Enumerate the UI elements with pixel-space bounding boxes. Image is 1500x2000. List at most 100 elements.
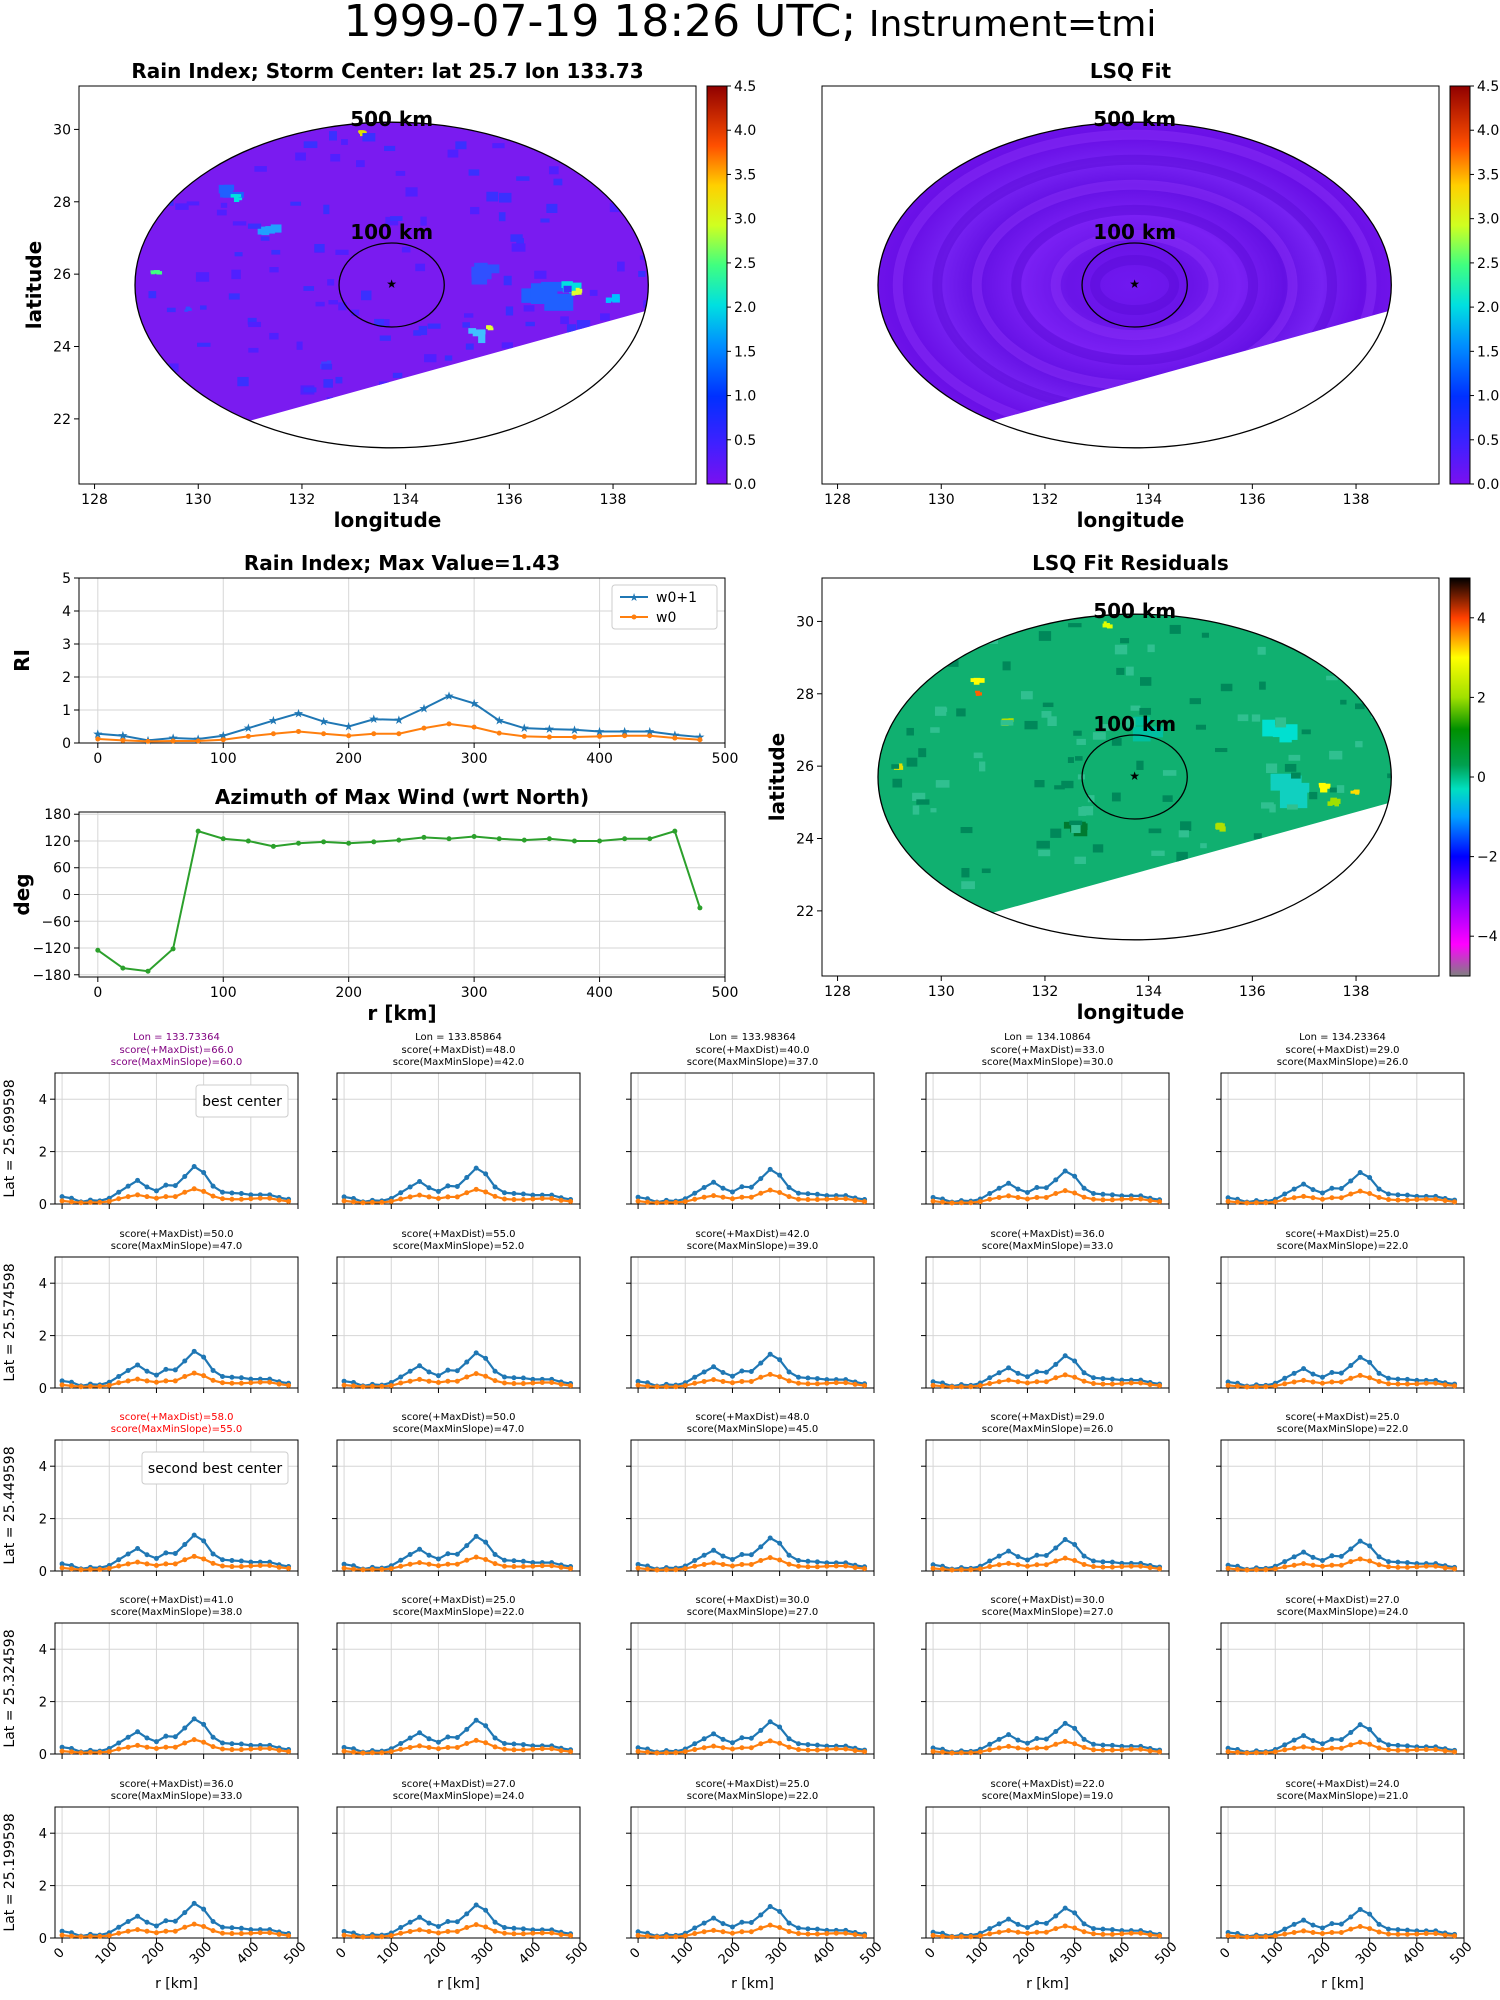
data-point bbox=[360, 1750, 366, 1756]
data-point bbox=[1024, 1563, 1030, 1569]
data-point bbox=[1414, 1931, 1420, 1937]
center-cell-r4-c4: 0 100 200 300 400 500score(+MaxDist)=24.0scor… bbox=[1216, 1779, 1476, 1992]
data-point bbox=[106, 1933, 112, 1939]
data-point bbox=[1244, 1750, 1250, 1756]
rain-index-map-texture-pixel bbox=[395, 409, 402, 420]
lsq-residuals-map-texture-pixel bbox=[1175, 905, 1186, 915]
data-point bbox=[1147, 1932, 1153, 1938]
data-point bbox=[191, 1737, 197, 1743]
data-point bbox=[492, 1368, 498, 1374]
lsq-residuals-map-texture-pixel bbox=[1274, 842, 1285, 849]
data-point bbox=[210, 1560, 216, 1566]
lsq-residuals-map-rain-patch bbox=[898, 763, 903, 768]
annotation-second-best-center: second best center bbox=[148, 1461, 282, 1477]
rain-index-map-cbar-label: 4.5 bbox=[734, 79, 756, 95]
rain-index-map-texture-pixel bbox=[148, 291, 157, 299]
xtick-label: 200 bbox=[716, 1939, 744, 1967]
rain-index-map-xtick-label: 132 bbox=[289, 492, 316, 508]
data-point bbox=[360, 1567, 366, 1573]
data-point bbox=[645, 1749, 651, 1755]
data-point bbox=[145, 738, 151, 744]
rain-index-map-rain-patch bbox=[270, 224, 282, 233]
data-point bbox=[673, 1384, 679, 1390]
data-point bbox=[1053, 1558, 1059, 1564]
data-point bbox=[1147, 1198, 1153, 1204]
data-point bbox=[1081, 1185, 1087, 1191]
data-point bbox=[445, 1561, 451, 1567]
ytick-label: 5 bbox=[62, 571, 71, 587]
data-point bbox=[59, 1382, 65, 1388]
data-point bbox=[729, 1189, 735, 1195]
figure-title: 1999-07-19 18:26 UTC; Instrument=tmi bbox=[0, 0, 1500, 47]
lsq-residuals-map-texture-pixel bbox=[1148, 828, 1162, 834]
xtick-label: 100 bbox=[375, 1939, 403, 1967]
data-point: ★ bbox=[469, 696, 480, 710]
data-point bbox=[321, 839, 327, 845]
lsq-residuals-map-texture-pixel bbox=[947, 660, 959, 667]
rain-index-map-title: Rain Index; Storm Center: lat 25.7 lon 1… bbox=[131, 59, 643, 83]
data-point bbox=[1452, 1933, 1458, 1939]
data-point bbox=[996, 1194, 1002, 1200]
data-point bbox=[692, 1741, 698, 1747]
data-point bbox=[398, 1925, 404, 1931]
data-point bbox=[417, 1376, 423, 1382]
data-point bbox=[796, 1563, 802, 1569]
lsq-residuals-map-texture-pixel bbox=[930, 727, 940, 733]
data-point bbox=[1062, 1372, 1068, 1378]
data-point bbox=[502, 1190, 508, 1196]
data-point bbox=[692, 1931, 698, 1937]
data-point bbox=[1263, 1934, 1269, 1940]
lsq-residuals-map-texture-pixel bbox=[1200, 843, 1207, 849]
data-point bbox=[692, 1925, 698, 1931]
data-point bbox=[1109, 1564, 1115, 1570]
rain-index-map-texture-pixel bbox=[231, 142, 242, 150]
data-point bbox=[445, 1744, 451, 1750]
data-point bbox=[1433, 1196, 1439, 1202]
data-point bbox=[1310, 1195, 1316, 1201]
data-point bbox=[210, 1928, 216, 1934]
lsq-residuals-map-texture-pixel bbox=[1076, 738, 1086, 745]
rain-index-map-texture-pixel bbox=[444, 355, 453, 361]
data-point bbox=[116, 1196, 122, 1202]
data-point bbox=[388, 1933, 394, 1939]
data-point bbox=[229, 1747, 235, 1753]
data-point bbox=[654, 1384, 660, 1390]
data-point bbox=[78, 1934, 84, 1940]
data-point bbox=[1386, 1926, 1392, 1932]
data-point bbox=[1062, 1353, 1068, 1359]
ytick-label: −120 bbox=[33, 941, 71, 957]
data-point bbox=[125, 1744, 131, 1750]
data-point bbox=[663, 1750, 669, 1756]
rain-index-map-texture-pixel bbox=[510, 234, 523, 242]
ytick-label: 0 bbox=[39, 1748, 47, 1763]
data-point bbox=[777, 1172, 783, 1178]
lsq-residuals-map-rain-patch bbox=[1107, 624, 1113, 629]
data-point bbox=[739, 1194, 745, 1200]
data-point bbox=[987, 1741, 993, 1747]
data-point bbox=[172, 1183, 178, 1189]
data-point bbox=[69, 1749, 75, 1755]
data-point bbox=[1338, 1379, 1344, 1385]
ytick-label: 4 bbox=[39, 1460, 47, 1475]
row-lat-label: Lat = 25.699598 bbox=[2, 1079, 18, 1197]
data-point bbox=[1367, 1726, 1373, 1732]
data-point bbox=[116, 1563, 122, 1569]
data-point bbox=[711, 1927, 717, 1933]
lsq-residuals-map-texture-pixel bbox=[1047, 716, 1057, 727]
data-point bbox=[163, 1561, 169, 1567]
data-point bbox=[1423, 1380, 1429, 1386]
data-point bbox=[1329, 1553, 1335, 1559]
data-point bbox=[1109, 1197, 1115, 1203]
data-point bbox=[1253, 1200, 1259, 1206]
rain-index-map-texture-pixel bbox=[379, 381, 389, 388]
xtick-label: 300 bbox=[469, 1939, 497, 1967]
data-point bbox=[163, 1182, 169, 1188]
data-point bbox=[1395, 1192, 1401, 1198]
data-point bbox=[1109, 1559, 1115, 1565]
rain-index-map-rain-patch bbox=[483, 264, 500, 274]
data-point bbox=[182, 1557, 188, 1563]
lsq-residuals-map-ylabel: latitude bbox=[765, 733, 789, 821]
data-point bbox=[1109, 1747, 1115, 1753]
rain-index-map-texture-pixel bbox=[197, 342, 211, 347]
data-point: ★ bbox=[544, 722, 555, 736]
